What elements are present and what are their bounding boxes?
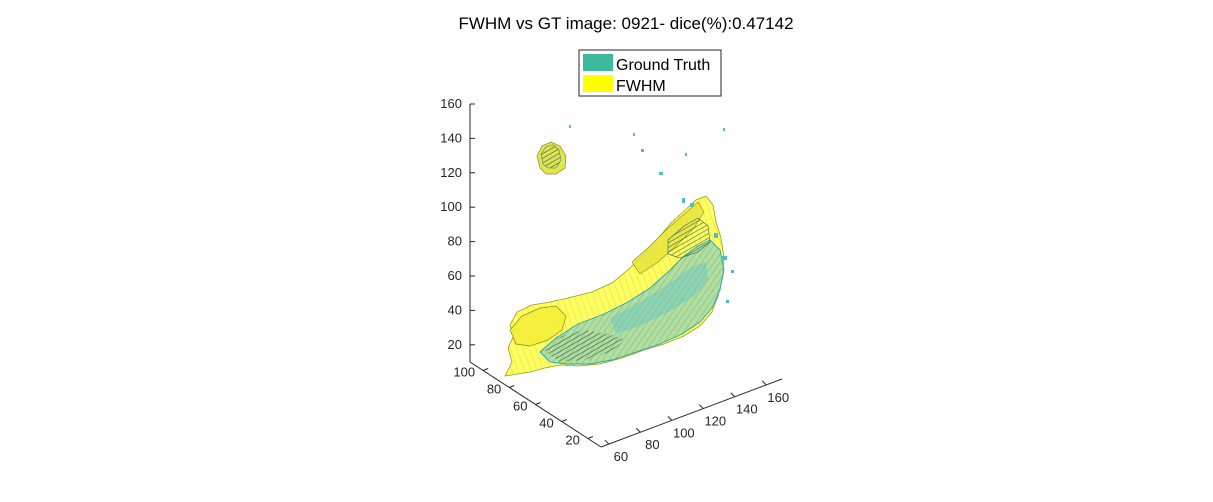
speck <box>659 172 663 175</box>
x-tick-label: 160 <box>767 390 789 405</box>
tick-mark <box>535 402 541 405</box>
speck <box>722 256 727 260</box>
z-tick-label: 140 <box>440 130 462 145</box>
z-axis-ticks: 20 40 60 80 100 120 140 160 <box>440 96 475 352</box>
x-tick-label: 80 <box>645 437 659 452</box>
x-tick-label: 60 <box>614 449 628 464</box>
x-axis-line <box>600 378 783 448</box>
ground-truth-dark-ridge <box>544 330 626 362</box>
z-tick-label: 40 <box>448 302 462 317</box>
y-tick-label: 40 <box>539 416 553 431</box>
legend-swatch-ground-truth <box>583 54 613 71</box>
tick-mark <box>667 416 673 421</box>
y-tick-label: 60 <box>513 399 527 414</box>
speck <box>569 125 571 128</box>
upper-blob-ground-truth <box>540 144 562 169</box>
legend-label-ground-truth: Ground Truth <box>616 57 710 74</box>
tick-mark <box>698 404 704 409</box>
z-tick-label: 100 <box>440 199 462 214</box>
speck <box>682 198 685 203</box>
tick-mark <box>561 419 567 422</box>
speck <box>714 233 718 238</box>
tick-mark <box>587 436 594 439</box>
speck <box>731 270 734 273</box>
tick-mark <box>509 385 515 388</box>
legend-swatch-fwhm <box>583 75 613 92</box>
x-tick-label: 100 <box>673 425 695 440</box>
upper-blob <box>536 141 567 175</box>
speck <box>641 149 644 152</box>
speck <box>690 203 694 207</box>
y-tick-label: 80 <box>487 382 501 397</box>
z-tick-label: 20 <box>448 337 462 352</box>
z-tick-label: 120 <box>440 165 462 180</box>
chart-title: FWHM vs GT image: 0921- dice(%):0.47142 <box>458 14 793 33</box>
z-tick-label: 160 <box>440 96 462 111</box>
fwhm-upper-ridge <box>631 201 705 275</box>
y-axis-ticks: 20 40 60 80 100 <box>453 365 594 448</box>
speck <box>685 153 687 156</box>
speck <box>633 133 635 136</box>
x-tick-label: 140 <box>736 402 758 417</box>
fwhm-left-lobe <box>509 305 567 347</box>
tick-mark <box>635 427 641 433</box>
tick-mark <box>761 380 767 386</box>
scatter-specks <box>569 125 734 303</box>
tick-mark <box>482 368 489 371</box>
ground-truth-upper-fold <box>667 217 711 259</box>
y-tick-label: 20 <box>565 433 579 448</box>
x-axis-ticks: 60 80 100 120 140 160 <box>604 380 789 464</box>
speck <box>723 128 725 131</box>
tick-mark <box>730 392 736 398</box>
y-tick-label: 100 <box>453 365 475 380</box>
legend-label-fwhm: FWHM <box>616 78 666 95</box>
ground-truth-mid-band <box>610 262 708 334</box>
tick-mark <box>604 439 610 445</box>
z-tick-label: 80 <box>448 234 462 249</box>
speck <box>726 300 729 303</box>
z-tick-label: 60 <box>448 268 462 283</box>
ground-truth-surface <box>539 217 725 365</box>
x-tick-label: 120 <box>704 414 726 429</box>
legend: Ground Truth FWHM <box>578 49 722 97</box>
